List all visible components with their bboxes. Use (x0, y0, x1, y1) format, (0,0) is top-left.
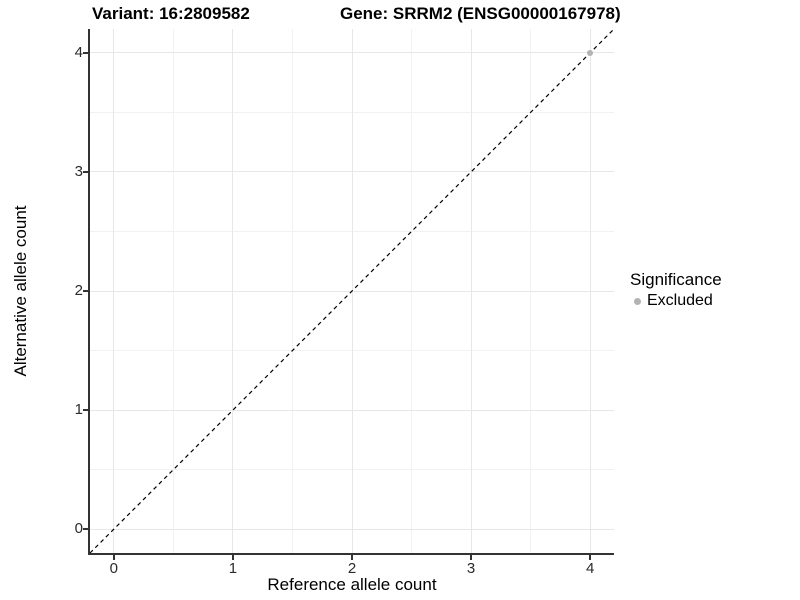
x-tick-mark (589, 555, 592, 560)
x-tick-mark (112, 555, 115, 560)
x-axis-line (88, 553, 614, 555)
legend-point-icon (634, 297, 641, 305)
y-tick-mark (83, 51, 88, 54)
x-tick-label: 4 (586, 560, 595, 577)
legend-item-label: Excluded (647, 292, 713, 309)
y-tick-label: 4 (74, 43, 83, 61)
y-axis-label: Alternative allele count (11, 205, 30, 377)
y-tick-mark (83, 170, 88, 173)
y-tick-mark (83, 528, 88, 531)
grid-major-h (90, 528, 614, 530)
x-tick-mark (231, 555, 234, 560)
y-tick-label: 2 (74, 282, 83, 299)
data-point-excluded (587, 49, 594, 56)
legend-items: Excluded (630, 292, 722, 310)
y-tick-label: 3 (74, 162, 83, 180)
grid-major-h (90, 409, 614, 411)
x-tick-label: 3 (466, 560, 476, 577)
x-tick-mark (351, 555, 353, 560)
x-tick-mark (470, 555, 473, 560)
legend-item-excluded: Excluded (634, 292, 722, 310)
x-tick-label: 2 (347, 560, 357, 577)
y-tick-mark (83, 409, 88, 412)
x-tick-label: 1 (228, 560, 238, 577)
y-tick-label: 1 (74, 401, 83, 419)
grid-major-h (90, 52, 614, 54)
legend: Significance Excluded (630, 270, 722, 310)
identity-line (89, 28, 615, 554)
y-axis-line (88, 29, 90, 555)
legend-title: Significance (630, 270, 722, 289)
plot-panel (89, 28, 615, 554)
plot-title-variant: Variant: 16:2809582 (92, 4, 250, 23)
grid-major-h (90, 171, 614, 173)
x-axis-label: Reference allele count (267, 575, 437, 594)
x-tick-label: 0 (109, 560, 118, 577)
y-tick-label: 0 (74, 520, 83, 538)
y-tick-mark (83, 290, 88, 292)
plot-title-gene: Gene: SRRM2 (ENSG00000167978) (340, 4, 621, 23)
